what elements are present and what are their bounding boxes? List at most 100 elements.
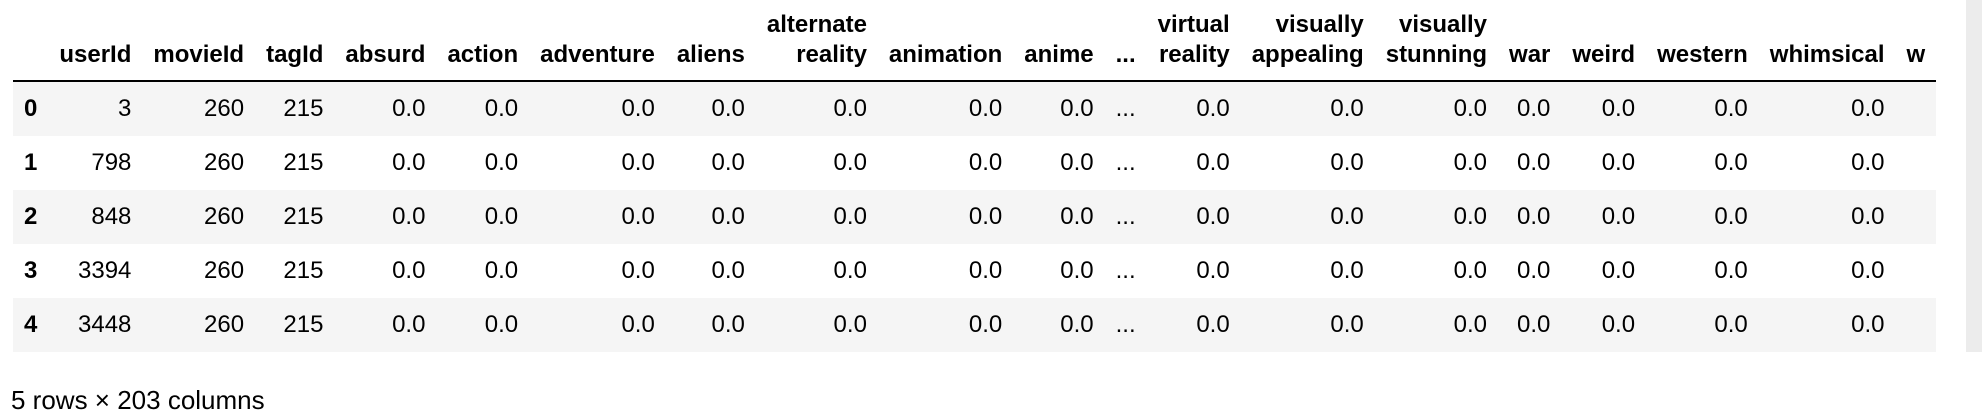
table-body: 0 3 260 215 0.0 0.0 0.0 0.0 0.0 0.0 0.0... 0.0 0.0 0.…	[13, 81, 1937, 352]
column-header: weird	[1561, 0, 1647, 82]
scrollbar-track[interactable]	[1966, 0, 1982, 352]
table-cell: 0.0	[484, 149, 519, 176]
table-cell: 0.0	[711, 149, 745, 176]
table-cell: 0.0	[968, 257, 1003, 284]
table-cell: 0.0	[711, 311, 745, 338]
table-cell: 0.0	[1196, 311, 1230, 338]
table-cell: 0.0	[1517, 257, 1551, 284]
table-cell: 0.0	[1714, 203, 1748, 230]
table-cell: 0.0	[484, 203, 519, 230]
dataframe-table: userId movieId tagId absurd action adven…	[13, 0, 1937, 352]
table-cell: 848	[91, 203, 132, 230]
table-cell: 0.0	[1851, 257, 1885, 284]
table-cell: 260	[204, 311, 245, 338]
table-cell: 0.0	[392, 95, 426, 122]
table-cell: 798	[91, 149, 132, 176]
table-cell: 260	[204, 95, 245, 122]
table-cell: ...	[1115, 257, 1136, 284]
table-cell: ...	[1115, 203, 1136, 230]
table-cell: 215	[283, 203, 324, 230]
column-header: visually appealing	[1240, 0, 1375, 82]
table-cell: 0.0	[711, 257, 745, 284]
column-header: war	[1498, 0, 1562, 82]
table-cell: 260	[204, 149, 245, 176]
table-cell: 0.0	[1851, 311, 1885, 338]
table-cell: 0.0	[621, 149, 655, 176]
column-header: movieId	[142, 0, 256, 82]
table-cell	[1896, 136, 1937, 190]
table-cell: 0.0	[1060, 257, 1094, 284]
table-cell: ...	[1115, 311, 1136, 338]
table-cell: 0.0	[968, 95, 1003, 122]
table-cell: 0.0	[1330, 203, 1364, 230]
table-cell: ...	[1115, 149, 1136, 176]
table-cell: 0.0	[1601, 203, 1636, 230]
header-row: userId movieId tagId absurd action adven…	[13, 0, 1937, 82]
column-header: alternate reality	[755, 0, 878, 82]
column-header: western	[1646, 0, 1759, 82]
dataframe-scroll-area[interactable]: userId movieId tagId absurd action adven…	[0, 0, 1966, 352]
column-header: adventure	[529, 0, 666, 82]
table-cell: 0.0	[1196, 257, 1230, 284]
column-header: absurd	[334, 0, 437, 82]
table-cell: 0.0	[1453, 203, 1488, 230]
table-cell: 0.0	[392, 257, 426, 284]
table-row: 0 3 260 215 0.0 0.0 0.0 0.0 0.0 0.0 0.0... 0.0 0.0 0.…	[13, 81, 1937, 136]
shape-caption: 5 rows × 203 columns	[11, 385, 265, 415]
table-cell: 0.0	[1453, 257, 1488, 284]
row-index: 4	[24, 311, 38, 338]
table-cell: 0.0	[1601, 257, 1636, 284]
column-header: userId	[48, 0, 143, 82]
column-header: action	[436, 0, 530, 82]
table-cell: 0.0	[1453, 149, 1488, 176]
table-row: 4 3448 260 215 0.0 0.0 0.0 0.0 0.0 0.0 0.0... 0.0 0.…	[13, 298, 1937, 352]
table-cell: 0.0	[1601, 311, 1636, 338]
table-cell: 0.0	[1060, 311, 1094, 338]
table-cell: 0.0	[1517, 311, 1551, 338]
table-cell: 0.0	[1196, 149, 1230, 176]
column-header: virtual reality	[1146, 0, 1241, 82]
table-cell: 0.0	[1330, 149, 1364, 176]
table-cell: 260	[204, 257, 245, 284]
table-cell: 0.0	[833, 95, 867, 122]
table-cell: 0.0	[484, 257, 519, 284]
table-cell: 0.0	[484, 95, 519, 122]
table-cell: 0.0	[833, 311, 867, 338]
table-cell: 0.0	[392, 311, 426, 338]
table-cell: 0.0	[833, 257, 867, 284]
table-cell: 0.0	[711, 203, 745, 230]
table-cell: 0.0	[1453, 95, 1488, 122]
table-cell	[1896, 298, 1937, 352]
index-header	[13, 0, 49, 82]
table-cell: 215	[283, 311, 324, 338]
table-cell: 0.0	[1517, 149, 1551, 176]
table-row: 2 848 260 215 0.0 0.0 0.0 0.0 0.0 0.0 0.0... 0.0 0.0…	[13, 190, 1937, 244]
table-cell: 0.0	[1517, 95, 1551, 122]
column-header: visually stunning	[1374, 0, 1499, 82]
table-cell: 215	[283, 95, 324, 122]
table-cell: 0.0	[621, 203, 655, 230]
table-cell: 0.0	[392, 149, 426, 176]
table-cell: 0.0	[833, 149, 867, 176]
table-cell: 0.0	[711, 95, 745, 122]
row-index: 2	[24, 203, 38, 230]
table-header: userId movieId tagId absurd action adven…	[13, 0, 1937, 82]
table-cell	[1896, 244, 1937, 298]
table-cell: 215	[283, 149, 324, 176]
table-cell: 0.0	[392, 203, 426, 230]
table-cell: 0.0	[1851, 203, 1885, 230]
table-cell: 0.0	[621, 95, 655, 122]
table-cell: 0.0	[621, 257, 655, 284]
table-cell: 215	[283, 257, 324, 284]
table-cell: 0.0	[1330, 311, 1364, 338]
table-cell: 0.0	[1517, 203, 1551, 230]
table-cell: 0.0	[1714, 257, 1748, 284]
table-cell: 0.0	[968, 203, 1003, 230]
table-cell: 0.0	[1851, 95, 1885, 122]
table-cell: 0.0	[1714, 311, 1748, 338]
table-cell: 0.0	[968, 311, 1003, 338]
table-cell: 0.0	[1851, 149, 1885, 176]
table-cell: 3448	[78, 311, 132, 338]
table-cell: 0.0	[1060, 203, 1094, 230]
